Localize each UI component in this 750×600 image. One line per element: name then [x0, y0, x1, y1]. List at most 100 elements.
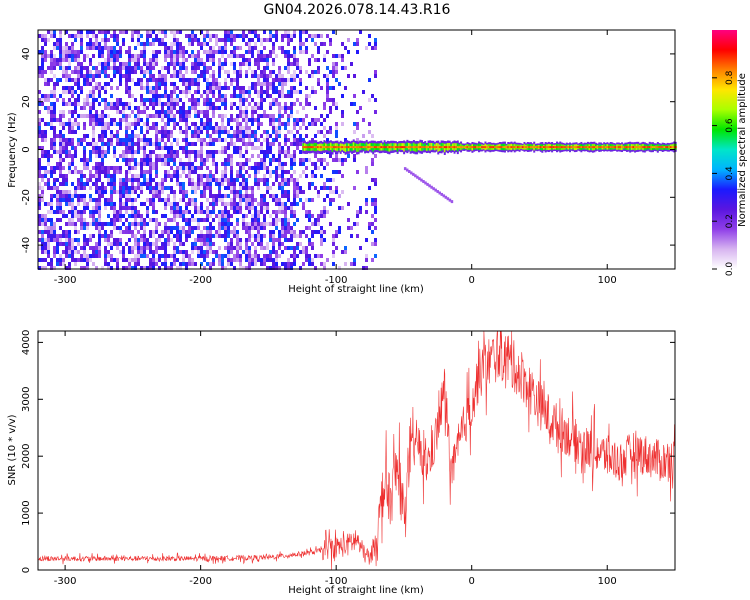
heatmap-cell: [83, 206, 86, 210]
heatmap-cell: [143, 238, 146, 242]
heatmap-cell: [197, 222, 200, 226]
heatmap-cell: [50, 30, 53, 34]
snr-x-ticks: -300 -200 -100 0 100: [54, 331, 617, 587]
heatmap-cell: [242, 98, 245, 102]
heatmap-cell: [38, 98, 41, 102]
heatmap-cell: [47, 250, 50, 254]
heatmap-cell: [92, 142, 95, 146]
x-tick-label: 100: [598, 576, 617, 587]
heatmap-cell: [197, 134, 200, 138]
heatmap-cell: [290, 202, 293, 206]
heatmap-cell: [173, 206, 176, 210]
heatmap-cell: [206, 186, 209, 190]
heatmap-cell: [134, 126, 137, 130]
heatmap-cell: [314, 58, 317, 62]
heatmap-cell: [83, 114, 86, 118]
heatmap-cell: [269, 150, 272, 154]
heatmap-cell: [603, 146, 606, 149]
heatmap-cell: [308, 186, 311, 190]
heatmap-cell: [152, 230, 155, 234]
heatmap-cell: [313, 146, 316, 149]
heatmap-cell: [53, 178, 56, 182]
heatmap-cell: [230, 138, 233, 142]
heatmap-cell: [95, 178, 98, 182]
heatmap-cell: [284, 150, 287, 154]
heatmap-cell: [293, 182, 296, 186]
heatmap-cell: [257, 58, 260, 62]
heatmap-cell: [53, 166, 56, 170]
heatmap-cell: [116, 258, 119, 262]
heatmap-cell: [341, 162, 344, 166]
heatmap-cell: [59, 62, 62, 66]
heatmap-cell: [653, 146, 656, 149]
heatmap-cell: [137, 246, 140, 250]
heatmap-cell: [239, 98, 242, 102]
heatmap-cell: [140, 86, 143, 90]
heatmap-cell: [227, 86, 230, 90]
heatmap-cell: [347, 218, 350, 222]
heatmap-cell: [260, 90, 263, 94]
heatmap-cell: [272, 230, 275, 234]
heatmap-cell: [119, 186, 122, 190]
heatmap-cell: [53, 102, 56, 106]
heatmap-cell: [143, 250, 146, 254]
heatmap-cell: [320, 262, 323, 266]
heatmap-cell: [74, 226, 77, 230]
heatmap-cell: [44, 214, 47, 218]
heatmap-cell: [332, 102, 335, 106]
heatmap-cell: [287, 38, 290, 42]
heatmap-cell: [122, 206, 125, 210]
heatmap-cell: [254, 30, 257, 34]
heatmap-cell: [41, 218, 44, 222]
heatmap-cell: [287, 190, 290, 194]
heatmap-cell: [257, 166, 260, 170]
heatmap-cell: [137, 110, 140, 114]
heatmap-cell: [98, 74, 101, 78]
heatmap-cell: [218, 90, 221, 94]
heatmap-cell: [278, 78, 281, 82]
heatmap-cell: [266, 210, 269, 214]
heatmap-cell: [299, 242, 302, 246]
heatmap-cell: [134, 166, 137, 170]
heatmap-cell: [134, 58, 137, 62]
heatmap-cell: [200, 210, 203, 214]
heatmap-cell: [65, 150, 68, 154]
heatmap-cell: [251, 190, 254, 194]
heatmap-cell: [197, 90, 200, 94]
heatmap-cell: [302, 262, 305, 266]
heatmap-cell: [346, 146, 349, 149]
heatmap-cell: [197, 126, 200, 130]
heatmap-cell: [341, 174, 344, 178]
heatmap-cell: [107, 202, 110, 206]
heatmap-cell: [272, 62, 275, 66]
heatmap-cell: [278, 122, 281, 126]
heatmap-cell: [260, 178, 263, 182]
heatmap-cell: [278, 118, 281, 122]
heatmap-cell: [86, 238, 89, 242]
heatmap-cell: [119, 62, 122, 66]
heatmap-cell: [170, 238, 173, 242]
heatmap-cell: [284, 182, 287, 186]
heatmap-cell: [140, 66, 143, 70]
heatmap-cell: [206, 178, 209, 182]
heatmap-cell: [131, 210, 134, 214]
heatmap-cell: [173, 86, 176, 90]
heatmap-cell: [95, 110, 98, 114]
heatmap-cell: [266, 186, 269, 190]
heatmap-cell: [374, 210, 377, 214]
heatmap-cell: [170, 30, 173, 34]
heatmap-cell: [155, 134, 158, 138]
heatmap-cell: [185, 34, 188, 38]
heatmap-cell: [254, 70, 257, 74]
heatmap-cell: [293, 246, 296, 250]
heatmap-cell: [65, 222, 68, 226]
heatmap-cell: [125, 150, 128, 154]
heatmap-cell: [269, 194, 272, 198]
heatmap-cell: [41, 250, 44, 254]
heatmap-cell: [110, 134, 113, 138]
heatmap-cell: [185, 150, 188, 154]
heatmap-cell: [38, 230, 41, 234]
heatmap-cell: [411, 146, 414, 149]
heatmap-cell: [275, 34, 278, 38]
heatmap-cell: [296, 90, 299, 94]
